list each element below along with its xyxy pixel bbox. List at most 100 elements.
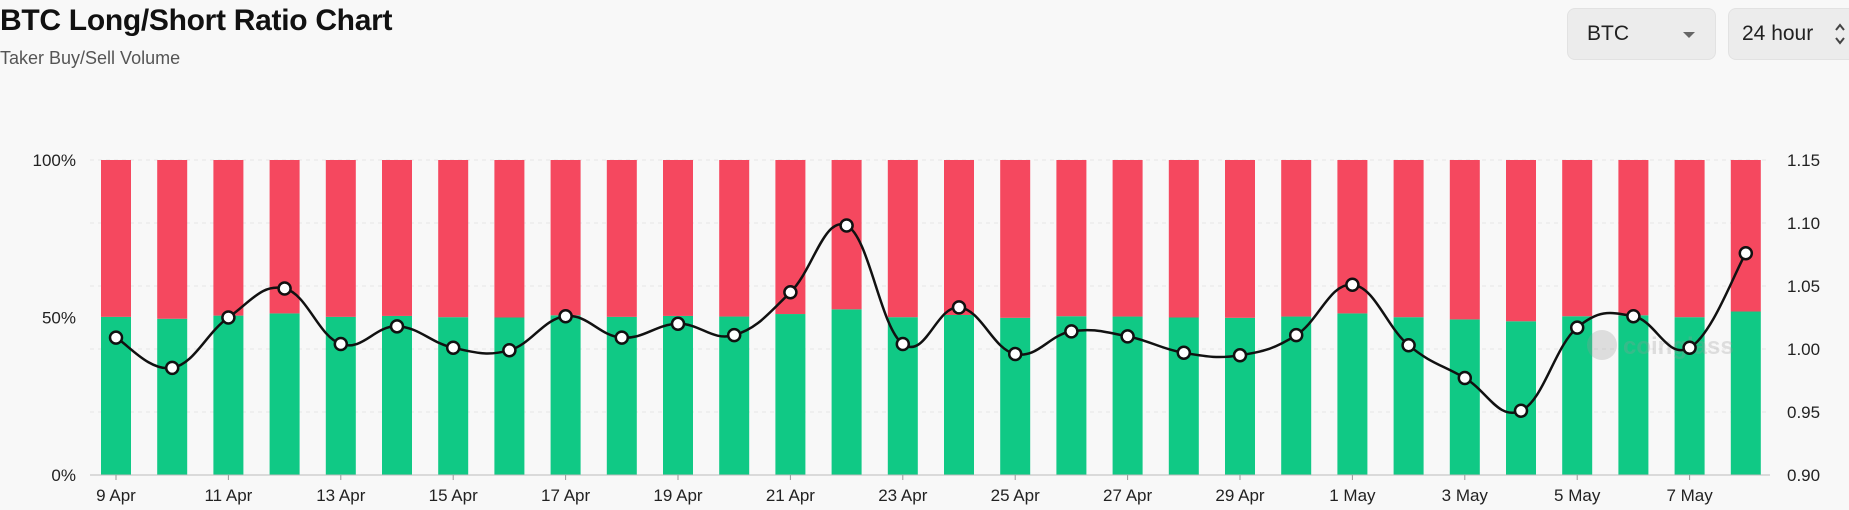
short-bar[interactable] [887,160,918,318]
long-bar[interactable] [1281,316,1312,475]
short-bar[interactable] [719,160,750,317]
short-bar[interactable] [663,160,693,316]
short-bar[interactable] [1449,160,1480,320]
right-axis-tick-label: 1.05 [1787,277,1820,296]
short-bar[interactable] [494,160,525,318]
long-bar[interactable] [550,315,581,475]
long-bar[interactable] [1168,317,1199,476]
ratio-point[interactable] [1738,245,1754,261]
short-bar[interactable] [606,160,637,317]
ratio-point[interactable] [1569,320,1585,335]
x-axis-tick-label: 5 May [1554,486,1601,505]
ratio-point[interactable] [1682,340,1697,355]
chart-gridlines [90,159,1770,476]
short-bar[interactable] [1281,160,1312,317]
ratio-point[interactable] [108,330,124,345]
left-axis-tick-label: 50% [42,309,76,328]
ratio-point[interactable] [951,300,967,315]
symbol-select[interactable]: BTC [1567,8,1716,60]
short-bar[interactable] [944,160,974,315]
short-bar[interactable] [101,160,131,317]
short-bar[interactable] [550,160,581,316]
x-axis-tick-label: 3 May [1442,486,1489,505]
short-bar[interactable] [213,160,244,316]
short-bar[interactable] [1168,160,1199,318]
short-bar[interactable] [1112,160,1143,317]
long-bar[interactable] [269,313,300,475]
ratio-point[interactable] [333,336,349,352]
long-bar[interactable] [719,316,750,475]
ratio-point[interactable] [1457,370,1473,386]
short-bar[interactable] [1393,160,1424,318]
ratio-point[interactable] [670,316,686,332]
interval-select[interactable]: 24 hour [1728,8,1849,60]
long-bar[interactable] [775,314,806,475]
short-bar[interactable] [1562,160,1593,317]
ratio-point[interactable] [221,310,236,325]
x-axis-tick-label: 29 Apr [1215,486,1264,505]
short-bar[interactable] [1730,160,1761,312]
left-axis-tick-label: 100% [33,151,76,170]
x-axis-tick-label: 15 Apr [429,486,478,505]
ratio-point[interactable] [389,319,405,334]
short-bar[interactable] [1225,160,1255,318]
x-axis-tick-label: 27 Apr [1103,486,1152,505]
short-bar[interactable] [1506,160,1536,322]
ratio-point[interactable] [895,336,911,352]
ratio-point[interactable] [1626,308,1641,324]
long-bar[interactable] [831,309,862,475]
ratio-point[interactable] [277,281,292,296]
page-title: BTC Long/Short Ratio Chart [0,4,393,37]
x-axis-tick-label: 9 Apr [96,486,136,505]
short-bar[interactable] [325,160,356,317]
ratio-point[interactable] [1513,403,1529,418]
long-bar[interactable] [213,315,244,475]
ratio-point[interactable] [1401,337,1416,353]
long-bar[interactable] [1449,319,1480,475]
long-bar[interactable] [1730,311,1761,475]
ratio-point[interactable] [1232,348,1248,363]
long-bar[interactable] [663,315,693,475]
left-axis-tick-label: 0% [51,466,76,485]
short-bar[interactable] [438,160,469,318]
left-axis: 0% 50% 100% [33,151,76,485]
x-axis-tick-label: 17 Apr [541,486,590,505]
long-bar[interactable] [1000,317,1031,475]
ratio-point[interactable] [1345,277,1360,292]
long-bar[interactable] [382,315,412,475]
page-subtitle: Taker Buy/Sell Volume [0,48,181,68]
coinglass-logo-icon [1587,330,1617,360]
long-bar[interactable] [1056,316,1087,475]
ratio-point[interactable] [445,340,461,355]
ratio-point[interactable] [783,285,798,300]
ratio-point[interactable] [1064,324,1079,339]
short-bar[interactable] [382,160,412,316]
ratio-point[interactable] [726,327,742,343]
ratio-point[interactable] [1007,346,1023,362]
x-axis-tick-label: 11 Apr [204,486,252,505]
long-bar[interactable] [1337,313,1368,475]
x-axis-tick-label: 23 Apr [878,486,927,505]
long-bar[interactable] [1618,315,1649,475]
ratio-point[interactable] [164,360,180,376]
ratio-point[interactable] [839,218,854,233]
long-bar[interactable] [1562,316,1593,475]
long-bar[interactable] [1225,317,1255,475]
ratio-point[interactable] [1120,329,1135,344]
ratio-point[interactable] [558,308,573,324]
ratio-point[interactable] [614,330,630,345]
short-bar[interactable] [1056,160,1087,317]
long-bar[interactable] [494,317,525,476]
ratio-point[interactable] [1176,345,1192,361]
long-bar[interactable] [944,314,974,475]
long-bar[interactable] [157,318,188,475]
short-bar[interactable] [1000,160,1031,318]
right-axis: 0.90 0.95 1.00 1.05 1.10 1.15 [1787,151,1820,485]
long-bar[interactable] [1506,321,1536,475]
ratio-point[interactable] [1288,327,1304,343]
short-bar[interactable] [1618,160,1649,316]
short-bar[interactable] [1674,160,1705,318]
short-bar[interactable] [157,160,188,319]
ratio-point[interactable] [502,343,517,358]
